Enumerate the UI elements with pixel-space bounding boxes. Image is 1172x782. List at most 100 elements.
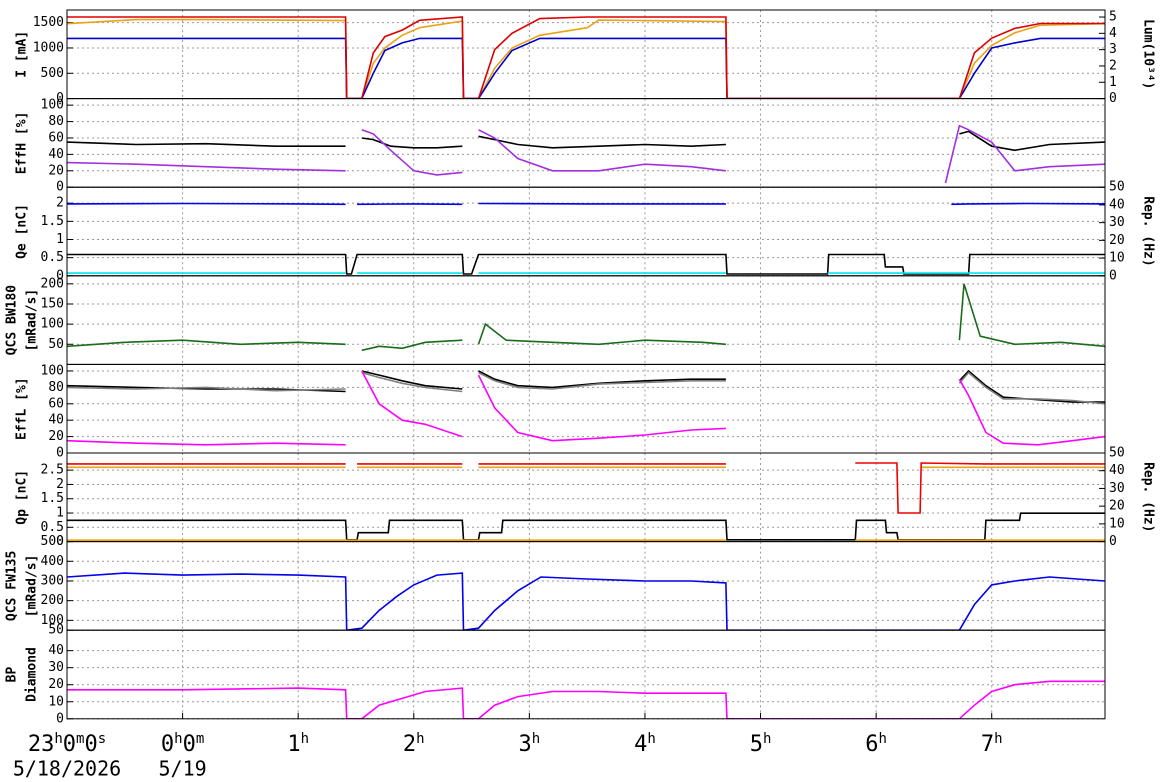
series-line: [67, 130, 1105, 152]
panel-frame: [66, 629, 1106, 720]
y-tick-label: 40: [48, 643, 64, 658]
y-tick-label: 400: [41, 554, 64, 569]
y2-tick-label: 50: [1109, 446, 1125, 461]
y-axis-label: EffL [%]: [15, 377, 30, 440]
x-tick-label: 4h: [634, 731, 656, 757]
series-line: [67, 16, 1105, 99]
y-tick-label: 2.5: [41, 463, 64, 478]
series-line: [67, 253, 1105, 275]
y2-tick-label: 5: [1109, 10, 1117, 25]
x-tick-label: 6h: [865, 731, 887, 757]
y-tick-label: 40: [48, 147, 64, 162]
y2-tick-label: 4: [1109, 26, 1117, 41]
y-axis-label: [mRad/s]: [25, 555, 40, 618]
x-tick-label: 1h: [287, 731, 309, 757]
series-line: [67, 369, 1105, 403]
y-tick-label: 20: [48, 429, 64, 444]
y-tick-label: 30: [48, 660, 64, 675]
y-axis-label: I [mA]: [15, 31, 30, 78]
y-axis-label: Diamond: [25, 647, 40, 702]
y2-tick-label: 10: [1109, 251, 1125, 266]
y-tick-label: 2: [56, 196, 64, 211]
y-tick-label: 80: [48, 114, 64, 129]
y2-tick-label: 1: [1109, 75, 1117, 90]
y2-tick-label: 30: [1109, 215, 1125, 230]
date-label: 5/19: [159, 756, 207, 780]
series-line: [67, 202, 1105, 206]
y2-axis-label: Lum(10³⁴): [1141, 19, 1156, 89]
y-tick-label: 20: [48, 677, 64, 692]
y-tick-label: 1.5: [41, 491, 64, 506]
y-axis-label: EffH [%]: [15, 112, 30, 175]
y2-tick-label: 20: [1109, 233, 1125, 248]
y-tick-label: 500: [41, 534, 64, 549]
y2-tick-label: 10: [1109, 516, 1125, 531]
plot-area: [67, 462, 1105, 541]
series-line: [67, 462, 1105, 514]
y-tick-label: 0.5: [41, 250, 64, 265]
x-tick-label: 3h: [519, 731, 541, 757]
y2-tick-label: 0: [1109, 91, 1117, 106]
series-line: [67, 370, 1105, 446]
y-tick-label: 10: [48, 694, 64, 709]
y2-tick-label: 50: [1109, 180, 1125, 195]
y2-tick-label: 20: [1109, 499, 1125, 514]
y-tick-label: 100: [41, 98, 64, 113]
plot-area: [67, 572, 1105, 631]
x-tick-label: 5h: [750, 731, 772, 757]
y-tick-label: 0.5: [41, 520, 64, 535]
y-tick-label: 0: [56, 446, 64, 461]
y-tick-label: 80: [48, 380, 64, 395]
plot-area: [67, 369, 1105, 446]
plot-area: [67, 202, 1105, 275]
y-tick-label: 50: [48, 337, 64, 352]
y-tick-label: 0: [56, 268, 64, 283]
y-tick-label: 60: [48, 130, 64, 145]
series-line: [67, 283, 1105, 352]
y2-axis-label: Rep. (Hz): [1141, 462, 1156, 532]
series-line: [67, 124, 1105, 184]
y2-tick-label: 2: [1109, 58, 1117, 73]
y2-tick-label: 0: [1109, 534, 1117, 549]
y2-tick-label: 3: [1109, 42, 1117, 57]
y-tick-label: 1: [56, 506, 64, 521]
y-axis-label: Qe [nC]: [15, 204, 30, 259]
plot-area: [67, 283, 1105, 352]
y-tick-label: 0: [56, 711, 64, 726]
series-line: [67, 572, 1105, 631]
y-axis-label: [mRad/s]: [25, 289, 40, 352]
y-tick-label: 100: [41, 613, 64, 628]
x-tick-label: 2h: [403, 731, 425, 757]
y-tick-label: 1500: [33, 15, 64, 30]
y-axis-label: BP: [5, 667, 20, 683]
y2-tick-label: 0: [1109, 268, 1117, 283]
series-line: [67, 371, 1105, 405]
y-axis-label: Qp [nC]: [15, 470, 30, 525]
y-tick-label: 0: [56, 534, 64, 549]
y-tick-label: 2: [56, 477, 64, 492]
plot-area: [67, 124, 1105, 184]
y-tick-label: 1.5: [41, 214, 64, 229]
y2-tick-label: 40: [1109, 463, 1125, 478]
y-axis-label: QCS FW135: [5, 551, 20, 621]
y-tick-label: 100: [41, 363, 64, 378]
y-tick-label: 300: [41, 573, 64, 588]
y-tick-label: 200: [41, 593, 64, 608]
y2-tick-label: 40: [1109, 197, 1125, 212]
y-tick-label: 200: [41, 276, 64, 291]
y-tick-label: 20: [48, 163, 64, 178]
y-tick-label: 500: [41, 66, 64, 81]
y-tick-label: 0: [56, 180, 64, 195]
plot-area: [67, 16, 1105, 99]
y-tick-label: 0: [56, 91, 64, 106]
x-tick-label: 7h: [981, 731, 1003, 757]
x-tick-label: 0h0m: [161, 731, 204, 757]
y2-tick-label: 30: [1109, 481, 1125, 496]
y-tick-label: 60: [48, 396, 64, 411]
y2-axis-label: Rep. (Hz): [1141, 196, 1156, 266]
y-tick-label: 50: [48, 623, 64, 638]
y-tick-label: 150: [41, 296, 64, 311]
y-tick-label: 1000: [33, 40, 64, 55]
